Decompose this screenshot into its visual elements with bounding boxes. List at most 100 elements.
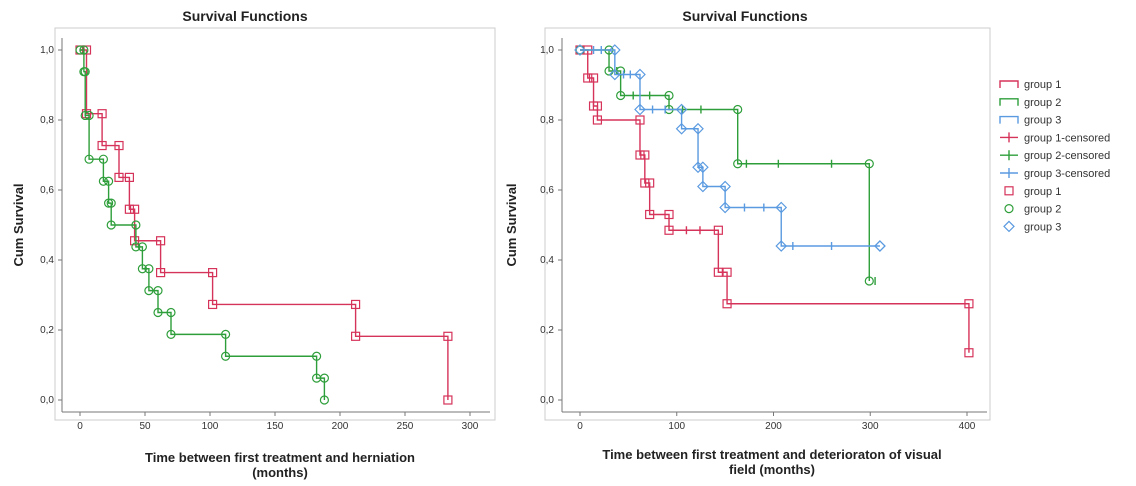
legend-censored-swatch [1000, 168, 1018, 178]
legend-label: group 1 [1024, 79, 1061, 91]
left-series-2-point [131, 220, 141, 230]
right-series-1-point [645, 178, 655, 188]
legend-label: group 1-censored [1024, 132, 1110, 144]
right-x-tick-label: 400 [959, 421, 976, 432]
right-series-3-point [697, 161, 709, 174]
left-x-axis-label: Time between first treatment and herniat… [145, 450, 415, 465]
right-series-3-point [719, 180, 731, 193]
left-series-2-point [98, 154, 109, 164]
left-survival-chart: Survival Functions Time between first tr… [11, 8, 496, 480]
right-y-tick-label: 0,2 [540, 325, 554, 336]
legend-censored-swatch [1000, 132, 1018, 143]
left-series-2-point [137, 242, 147, 252]
right-series-1-point [588, 73, 599, 83]
left-x-axis-label-line2: (months) [252, 465, 308, 480]
left-x-tick-label: 300 [462, 421, 479, 432]
left-series-2-point [166, 307, 176, 318]
left-series-1-point [124, 172, 135, 182]
right-series-1-point [592, 115, 603, 125]
left-x-tick-label: 100 [202, 421, 219, 432]
left-series-2-point [84, 154, 94, 164]
right-series-2-point [733, 104, 743, 115]
right-chart-title: Survival Functions [682, 8, 807, 24]
right-series-3-point [719, 201, 731, 214]
right-series-1-point [640, 178, 650, 188]
right-series-2-point [733, 159, 743, 169]
left-series-2-point [75, 45, 85, 55]
right-series-1-point [713, 267, 723, 277]
left-series-1-point [156, 268, 166, 278]
left-x-tick-label: 200 [332, 421, 349, 432]
right-series-1 [575, 45, 974, 358]
right-series-3-point [692, 122, 704, 135]
right-series-3-point [608, 68, 621, 81]
left-series-2 [75, 45, 329, 405]
right-series-3-point [697, 180, 709, 193]
legend-item: group 2-censored [1000, 150, 1110, 162]
right-x-tick-label: 100 [668, 421, 685, 432]
left-series-1-point [97, 109, 107, 119]
left-series-1-point [81, 109, 92, 119]
left-series-2-point [106, 198, 116, 208]
left-series-1-point [208, 299, 218, 310]
right-series-3-point [634, 68, 646, 81]
left-series-1-point [114, 140, 124, 151]
right-series-1-point [640, 150, 650, 160]
left-series-2-point [221, 351, 231, 361]
right-x-axis-label: Time between first treatment and deterio… [602, 447, 941, 462]
right-series-1-step-line [580, 49, 970, 353]
left-y-tick-label: 0,8 [40, 115, 54, 126]
right-series-1-point [645, 209, 655, 220]
right-series-1-point [664, 225, 674, 235]
legend-marker-swatch [1004, 204, 1014, 214]
left-series-2-point [153, 307, 163, 318]
left-series-2-point [80, 67, 90, 77]
right-x-axis-label-line2: field (months) [729, 462, 815, 477]
left-series-2-point [144, 264, 154, 274]
right-series-3-point [574, 44, 586, 56]
right-series-3-point [608, 44, 621, 56]
right-x-tick-label: 300 [862, 421, 879, 432]
legend-item: group 1 [1004, 186, 1061, 198]
right-series-1-point [964, 348, 974, 358]
right-series-1-point [635, 115, 645, 125]
left-series-1-point [130, 204, 140, 214]
right-series-2-point [864, 159, 874, 169]
right-y-tick-label: 0,6 [540, 185, 554, 196]
left-series-2-point [312, 351, 322, 361]
left-series-1-point [351, 331, 361, 341]
right-series-2-point [864, 276, 874, 286]
left-y-tick-label: 0,6 [40, 185, 54, 196]
legend-label: group 3 [1024, 221, 1061, 233]
left-series-1-point [130, 236, 140, 246]
right-series-1-point [713, 225, 723, 235]
right-series-group [574, 44, 974, 358]
legend-label: group 2-censored [1024, 150, 1110, 162]
right-series-3 [574, 44, 886, 252]
left-series-1-point [443, 395, 453, 405]
right-series-1-point [722, 299, 732, 309]
left-series-1-point [97, 140, 107, 151]
legend-label: group 2 [1024, 97, 1061, 109]
right-series-3-point [874, 240, 886, 252]
left-y-axis-label: Cum Survival [11, 183, 26, 266]
left-series-2-point [166, 329, 176, 339]
right-y-tick-label: 0,0 [540, 395, 554, 406]
left-series-1-point [443, 331, 453, 341]
right-axis-ticks: 0,0 0,2 0,4 0,6 0,8 1,0 0 100 200 300 400 [540, 38, 987, 432]
left-series-2-point [137, 264, 147, 274]
left-series-2-point [84, 110, 94, 121]
left-series-2-step-line [80, 49, 326, 400]
right-series-1-point [964, 299, 974, 309]
legend-item: group 3 [1003, 220, 1061, 233]
legend: group 1 group 2 group 3 group 1-censored gro… [999, 79, 1110, 233]
left-plot-frame [54, 27, 496, 421]
right-series-1-point [664, 209, 674, 220]
legend-label: group 2 [1024, 204, 1061, 216]
legend-item: group 1-censored [1000, 132, 1110, 144]
legend-item: group 3-censored [1000, 168, 1110, 180]
left-y-tick-label: 0,4 [40, 255, 54, 266]
legend-item: group 1 [999, 79, 1061, 91]
right-series-2-point [616, 90, 626, 101]
